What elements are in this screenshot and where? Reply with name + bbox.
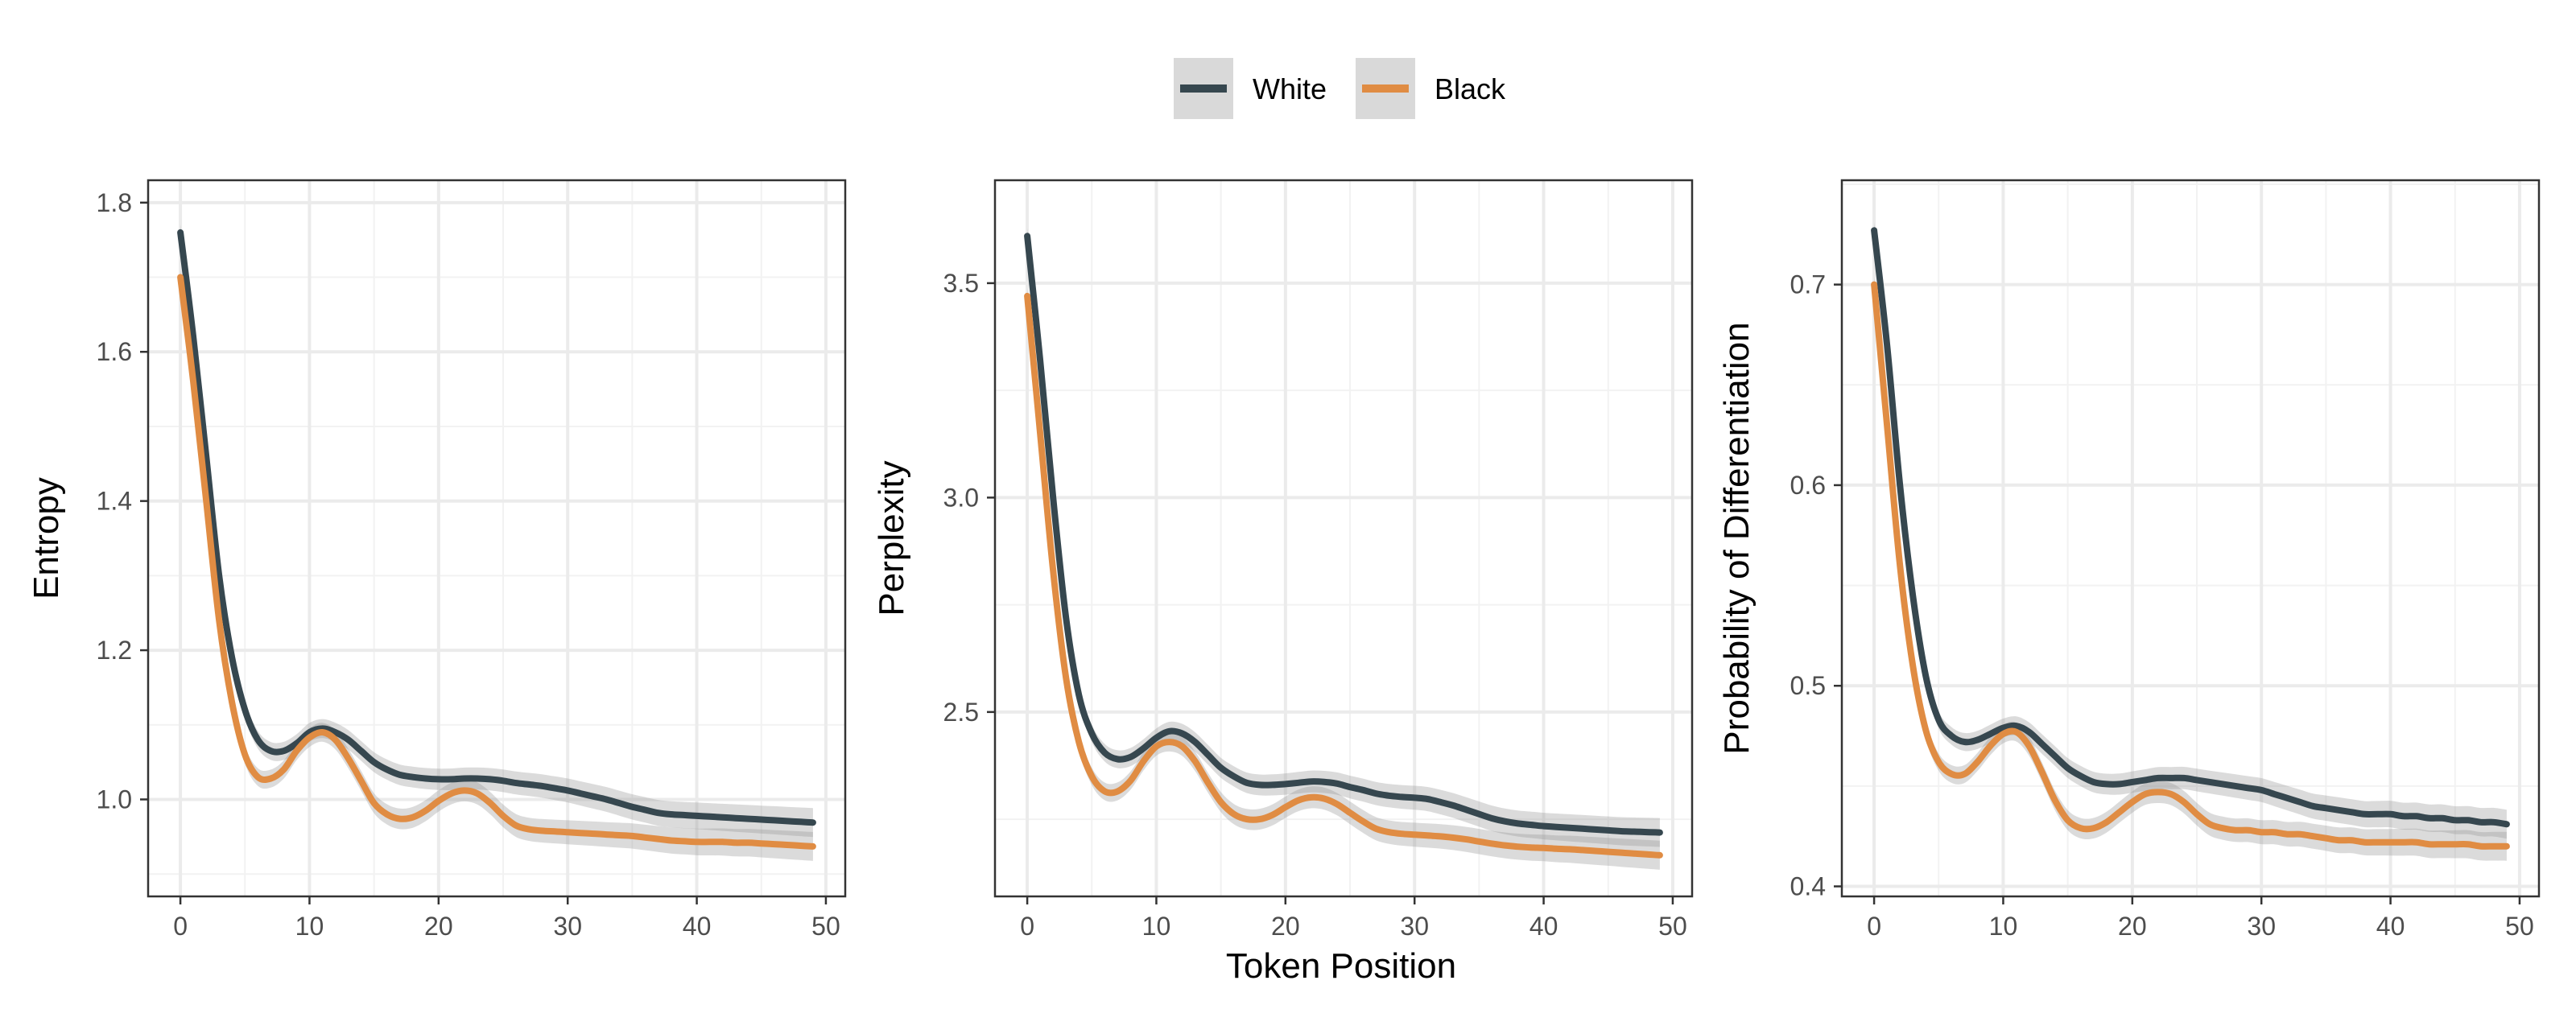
- panel-border: [147, 179, 847, 898]
- y-tick-label: 2.5: [943, 698, 979, 727]
- legend: White Black: [1174, 58, 1506, 119]
- x-axis-title: Token Position: [1226, 946, 1456, 986]
- x-tick-label: 50: [1658, 912, 1687, 941]
- series-line-white: [1024, 233, 1663, 836]
- legend-item-white: White: [1174, 58, 1327, 119]
- x-tick-label: 20: [2118, 912, 2147, 941]
- y-tick-label: 0.4: [1790, 872, 1826, 901]
- x-tick-label: 10: [1989, 912, 2018, 941]
- y-tick-label: 1.0: [97, 785, 132, 814]
- x-tick-label: 40: [1530, 912, 1558, 941]
- x-tick-label: 30: [1400, 912, 1429, 941]
- x-tick-label: 30: [553, 912, 582, 941]
- legend-label-black: Black: [1435, 72, 1506, 105]
- y-tick-label: 0.5: [1790, 671, 1826, 700]
- x-tick-label: 40: [2376, 912, 2405, 941]
- y-axis-title: Entropy: [27, 477, 66, 599]
- legend-item-black: Black: [1356, 58, 1506, 119]
- x-tick-label: 30: [2247, 912, 2276, 941]
- panel-entropy: 0 10 20 30 40 50 1.0 1.2 1.4 1.6 1.8 Entropy: [27, 179, 847, 941]
- x-tick-label: 10: [1142, 912, 1171, 941]
- x-tick-label: 40: [683, 912, 712, 941]
- series-line-black: [1871, 281, 2510, 850]
- y-tick-label: 3.0: [943, 483, 979, 512]
- x-tick-label: 10: [295, 912, 324, 941]
- series-line-white: [177, 229, 816, 826]
- x-tick-label: 50: [811, 912, 840, 941]
- y-axis-title: Perplexity: [872, 460, 911, 616]
- y-tick-label: 1.2: [97, 636, 132, 665]
- x-tick-label: 20: [1271, 912, 1300, 941]
- x-tick-label: 0: [1867, 912, 1881, 941]
- y-tick-label: 0.6: [1790, 471, 1826, 500]
- series-line-black: [1024, 292, 1663, 859]
- panel-probability-of-differentiation: 0 10 20 30 40 50 0.4 0.5 0.6 0.7 Probability of Di…: [1717, 179, 2541, 941]
- y-tick-label: 3.5: [943, 269, 979, 298]
- panel-border: [1840, 179, 2541, 898]
- x-tick-label: 20: [424, 912, 453, 941]
- series-line-white: [1871, 227, 2510, 828]
- y-axis-title: Probability of Differentiation: [1717, 322, 1757, 754]
- y-tick-label: 0.7: [1790, 270, 1826, 299]
- y-tick-label: 1.8: [97, 188, 132, 217]
- legend-label-white: White: [1253, 72, 1327, 105]
- y-tick-label: 1.4: [97, 487, 132, 516]
- series-line-black: [177, 274, 816, 850]
- x-tick-label: 50: [2505, 912, 2534, 941]
- panel-perplexity: 0 10 20 30 40 50 2.5 3.0 3.5 Perplexity: [872, 179, 1694, 941]
- panel-background: [995, 180, 1692, 896]
- y-tick-label: 1.6: [97, 337, 132, 366]
- panel-border: [993, 179, 1694, 898]
- x-tick-label: 0: [173, 912, 188, 941]
- x-tick-label: 0: [1020, 912, 1034, 941]
